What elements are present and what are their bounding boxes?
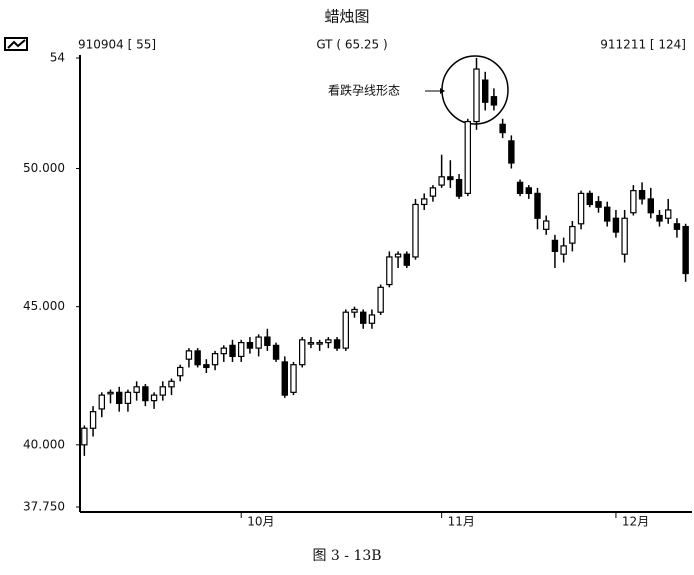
candle-body — [577, 192, 585, 225]
header-right: 911211 [ 124] — [600, 38, 686, 52]
candle-body — [124, 391, 132, 404]
chart-title: 蜡烛图 — [324, 8, 369, 26]
candle-body — [220, 347, 228, 355]
candle-body — [664, 209, 672, 219]
candle-body — [551, 239, 559, 253]
candle-body — [316, 341, 323, 345]
candle-body — [569, 225, 576, 244]
candle-body — [647, 198, 655, 214]
candle-body — [264, 336, 271, 346]
candle-body — [429, 187, 437, 197]
candle-body — [394, 253, 402, 258]
candle-body — [499, 123, 506, 134]
candle-body — [89, 411, 97, 429]
candle-body — [560, 245, 567, 255]
candle-body — [194, 350, 201, 366]
candle-body — [238, 341, 245, 358]
candle-body — [586, 192, 594, 206]
candle-body — [516, 181, 524, 194]
candle-body — [612, 217, 620, 233]
candle-body — [542, 220, 550, 230]
x-tick-label: 11月 — [448, 515, 475, 529]
candle-body — [638, 190, 646, 200]
candle-body — [490, 96, 498, 106]
candle-body — [177, 366, 184, 377]
candle-body — [603, 206, 611, 222]
candle-body — [482, 79, 489, 103]
candle-body — [142, 386, 149, 402]
candle-body — [290, 364, 297, 393]
candle-body — [115, 391, 123, 404]
candle-body — [386, 256, 393, 286]
candle-body — [281, 361, 288, 396]
candle-body — [299, 339, 306, 366]
candle-body — [368, 314, 376, 324]
candle-body — [81, 427, 88, 446]
candle-body — [272, 344, 280, 360]
candle-body — [673, 223, 681, 230]
arrow-head — [440, 88, 445, 94]
header-center: GT ( 65.25 ) — [316, 38, 387, 52]
candle-body — [464, 120, 471, 194]
candle-body — [377, 286, 384, 313]
candle-body — [455, 178, 463, 197]
x-tick-label: 12月 — [622, 515, 649, 529]
candle-body — [412, 203, 419, 258]
candle-body — [325, 339, 332, 344]
caption: 图 3 - 13B — [312, 548, 381, 564]
candle-body — [203, 364, 210, 369]
candle-body — [447, 176, 454, 181]
candle-body — [351, 308, 358, 313]
y-tick-label: 50.000 — [23, 161, 65, 175]
annotation: 看跌孕线形态 — [328, 83, 400, 98]
candle-body — [630, 190, 637, 214]
candle-body — [98, 394, 105, 410]
candle-body — [333, 339, 341, 349]
candle-body — [185, 350, 193, 360]
candle-body — [525, 187, 533, 194]
candle-body — [255, 336, 262, 349]
y-tick-label: 54 — [50, 51, 65, 65]
candle-body — [621, 217, 628, 255]
candle-body — [229, 344, 236, 358]
candle-body — [168, 380, 175, 388]
candle-body — [403, 253, 410, 266]
candle-body — [595, 201, 602, 208]
candle-body — [307, 341, 315, 345]
candle-body — [360, 311, 367, 324]
candle-body — [107, 391, 114, 395]
candle-body — [342, 311, 349, 349]
candle-body — [656, 214, 663, 222]
candle-body — [508, 140, 515, 164]
candle-body — [438, 176, 445, 186]
candle-body — [211, 353, 219, 366]
candle-body — [421, 198, 428, 206]
y-tick-label: 40.000 — [23, 437, 65, 451]
y-tick-label: 37.750 — [23, 500, 65, 514]
icon — [4, 37, 28, 51]
candle-body — [246, 341, 254, 349]
x-tick-label: 10月 — [247, 515, 274, 529]
candle-body — [133, 386, 140, 393]
candle-body — [473, 68, 480, 123]
candle-body — [159, 386, 167, 396]
candle-body — [682, 225, 689, 275]
candle-body — [534, 192, 541, 219]
y-tick-label: 45.000 — [23, 299, 65, 313]
candle-body — [150, 394, 158, 402]
header-left: 910904 [ 55] — [78, 38, 156, 52]
